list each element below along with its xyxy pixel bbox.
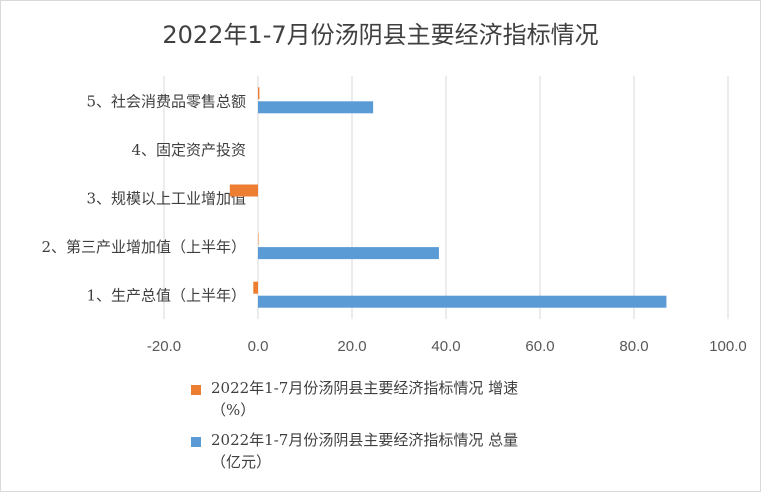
legend-label-total: 2022年1-7月份汤阴县主要经济指标情况 总量 （亿元） bbox=[211, 429, 591, 473]
x-tick-label: 40.0 bbox=[431, 338, 460, 355]
legend-label-growth: 2022年1-7月份汤阴县主要经济指标情况 增速 （%） bbox=[211, 377, 591, 421]
legend-label-growth-line1: 2022年1-7月份汤阴县主要经济指标情况 增速 bbox=[211, 379, 519, 397]
x-tick-label: 60.0 bbox=[525, 338, 554, 355]
x-tick-label: 0.0 bbox=[248, 338, 269, 355]
category-label: 4、固定资产投资 bbox=[131, 141, 246, 159]
bar-growth bbox=[258, 87, 260, 100]
legend-label-total-line2: （亿元） bbox=[211, 453, 272, 471]
x-tick-label: -20.0 bbox=[147, 338, 181, 355]
bar-growth bbox=[229, 184, 258, 197]
legend-label-growth-line2: （%） bbox=[211, 401, 256, 419]
bar-growth bbox=[258, 233, 259, 246]
legend-swatch-total bbox=[191, 437, 201, 447]
x-tick-label: 80.0 bbox=[619, 338, 648, 355]
legend-swatch-growth bbox=[191, 385, 201, 395]
bar-growth bbox=[253, 281, 258, 294]
category-label: 5、社会消费品零售总额 bbox=[86, 92, 246, 110]
category-label: 3、规模以上工业增加值 bbox=[86, 190, 246, 208]
chart-title: 2022年1-7月份汤阴县主要经济指标情况 bbox=[162, 21, 599, 49]
x-tick-label: 20.0 bbox=[337, 338, 366, 355]
category-label: 2、第三产业增加值（上半年） bbox=[41, 238, 246, 256]
bar-total bbox=[258, 295, 667, 308]
bar-total bbox=[258, 101, 374, 114]
bar-total bbox=[258, 247, 439, 260]
category-label: 1、生产总值（上半年） bbox=[86, 287, 246, 305]
legend-label-total-line1: 2022年1-7月份汤阴县主要经济指标情况 总量 bbox=[211, 431, 519, 449]
x-tick-label: 100.0 bbox=[709, 338, 747, 355]
